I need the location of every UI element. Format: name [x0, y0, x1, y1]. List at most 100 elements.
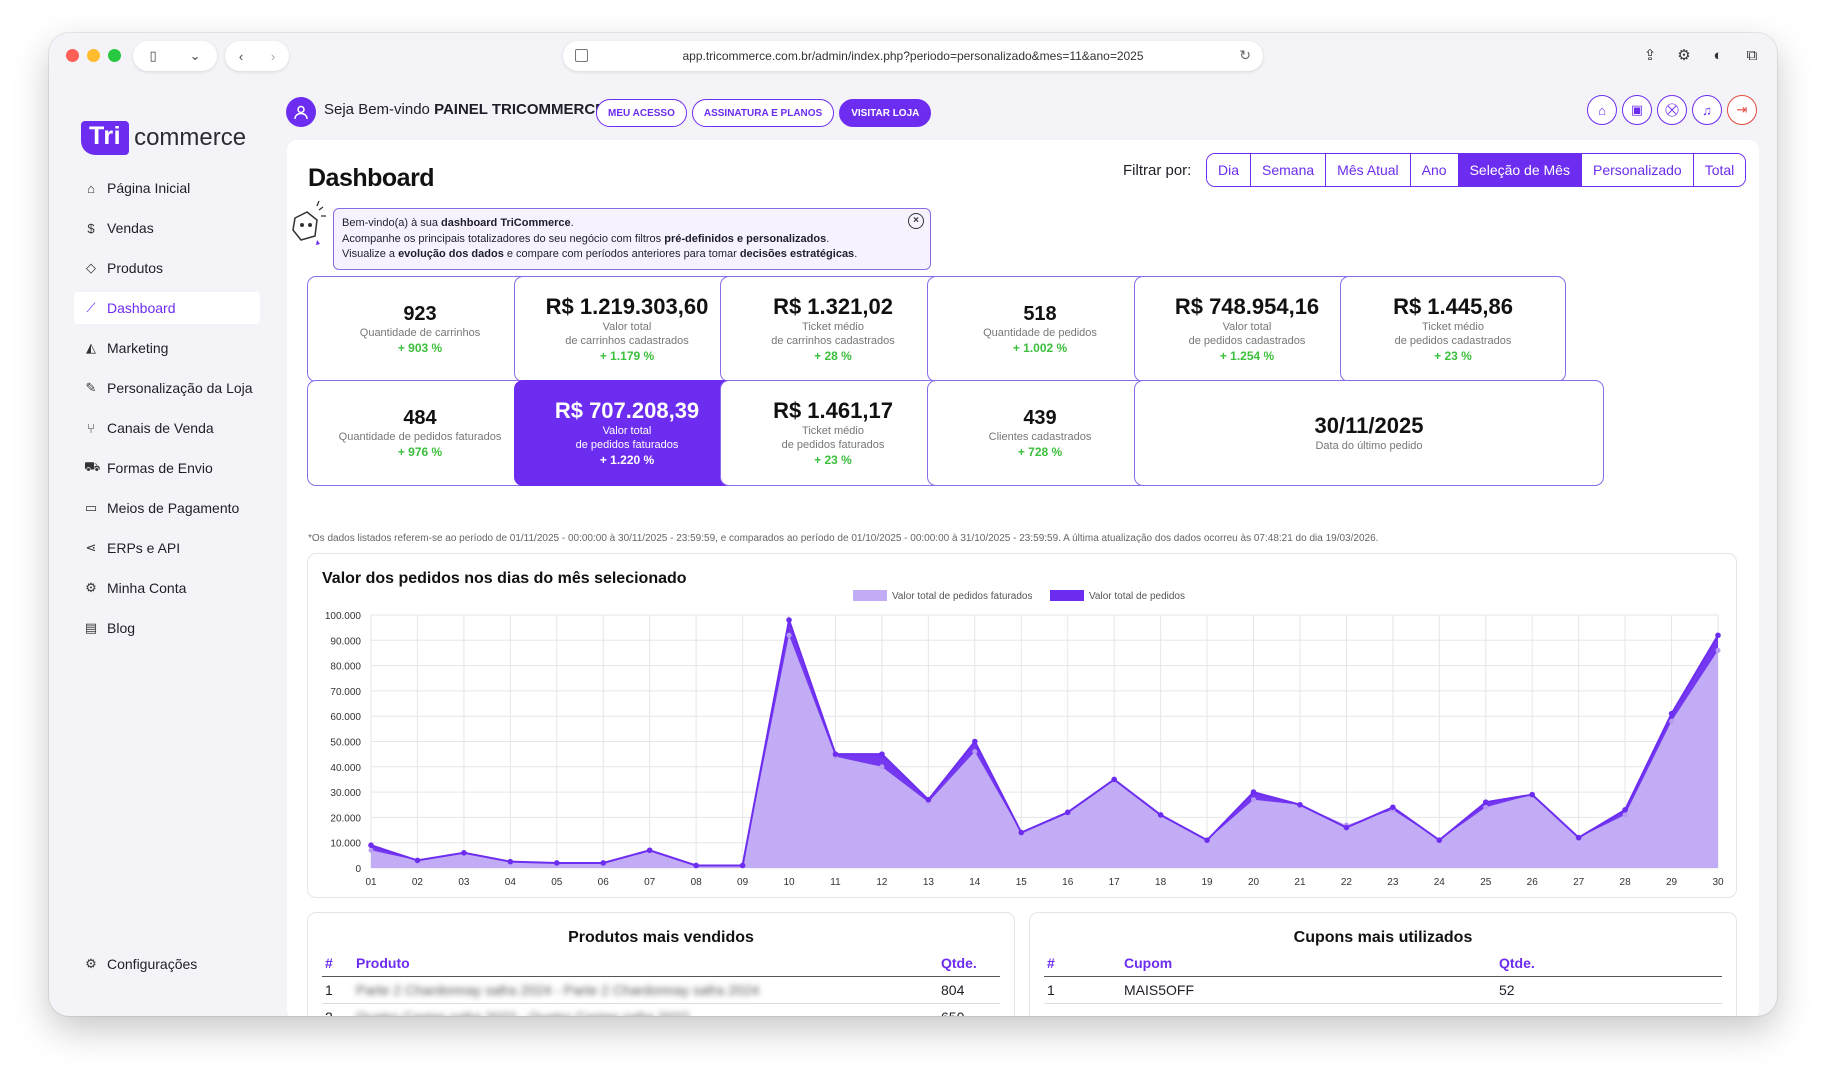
point-pedidos[interactable]	[1018, 829, 1025, 836]
back-icon[interactable]: ‹	[238, 48, 244, 64]
point-pedidos[interactable]	[693, 862, 699, 869]
filter-ano-button[interactable]: Ano	[1410, 154, 1459, 186]
window-controls	[66, 49, 121, 62]
point-pedidos[interactable]	[1668, 710, 1675, 717]
point-pedidos[interactable]	[1390, 804, 1396, 811]
sidebar-item-produtos[interactable]: ◇ Produtos	[74, 252, 260, 284]
point-faturados[interactable]	[1715, 647, 1721, 653]
sidebar-item-dashboard[interactable]: ⟋ Dashboard	[74, 292, 260, 324]
point-pedidos[interactable]	[1715, 632, 1721, 639]
sidebar-item-canais-de-venda[interactable]: ⑂ Canais de Venda	[74, 412, 260, 444]
point-pedidos[interactable]	[1575, 834, 1582, 841]
settings-icon[interactable]: ⚙	[1677, 47, 1691, 64]
table-row[interactable]: 2Quatro Castas safra 2022 - Quatro Casta…	[322, 1004, 1000, 1016]
visitar-loja-button[interactable]: VISITAR LOJA	[839, 99, 932, 127]
user-avatar[interactable]	[286, 97, 316, 127]
url-text: app.tricommerce.com.br/admin/index.php?p…	[682, 49, 1144, 63]
point-faturados[interactable]	[1251, 797, 1257, 803]
sidebar-item-vendas[interactable]: $ Vendas	[74, 212, 260, 244]
sidebar-item-personalizacao-da-loja[interactable]: ✎ Personalização da Loja	[74, 372, 260, 404]
sidebar-item-blog[interactable]: ▤ Blog	[74, 612, 260, 644]
point-pedidos[interactable]	[925, 796, 932, 803]
bell-icon[interactable]: ♫	[1692, 95, 1722, 125]
point-pedidos[interactable]	[507, 858, 514, 865]
point-pedidos[interactable]	[832, 751, 839, 757]
kpi-value: R$ 707.208,39	[554, 398, 700, 423]
point-faturados[interactable]	[972, 749, 978, 755]
col-qty: Qtde.	[941, 955, 977, 971]
address-bar[interactable]: app.tricommerce.com.br/admin/index.php?p…	[563, 41, 1263, 71]
point-pedidos[interactable]	[1111, 776, 1117, 783]
kpi-value: 923	[403, 302, 437, 325]
point-pedidos[interactable]	[1297, 801, 1303, 808]
sidebar-item-minha-conta[interactable]: ⚙ Minha Conta	[74, 572, 260, 604]
filter-personalizado-button[interactable]: Personalizado	[1581, 154, 1694, 186]
point-pedidos[interactable]	[1482, 799, 1489, 806]
x-tick-label: 26	[1527, 877, 1539, 888]
y-tick-label: 60.000	[330, 712, 361, 723]
reload-icon[interactable]: ↻	[1239, 47, 1251, 63]
table-row[interactable]: 1 MAIS5OFF 52	[1044, 977, 1722, 1004]
filter-selecao-de-mes-button[interactable]: Seleção de Mês	[1458, 154, 1582, 186]
table-row[interactable]: 1 Parte 2 Chardonnay safra 2024 - Parte 2…	[322, 977, 1000, 1004]
point-pedidos[interactable]	[646, 847, 653, 854]
point-pedidos[interactable]	[1622, 807, 1628, 813]
close-icon[interactable]: ×	[908, 213, 924, 229]
point-pedidos[interactable]	[600, 860, 607, 866]
sidebar-item-formas-de-envio[interactable]: ⛟ Formas de Envio	[74, 452, 260, 484]
orders-value-chart-card: 0 10.000 20.000 30.000 40.000 50.000 60.000 70.…	[307, 553, 1737, 898]
forward-icon[interactable]: ›	[270, 48, 276, 64]
credit-card-icon: ▭	[84, 500, 98, 515]
point-pedidos[interactable]	[1343, 824, 1350, 831]
point-faturados[interactable]	[786, 632, 792, 638]
point-pedidos[interactable]	[368, 842, 374, 849]
welcome-prefix: Seja Bem-vindo	[324, 101, 430, 118]
sidebar-item-pagina-inicial[interactable]: ⌂ Página Inicial	[74, 172, 260, 204]
point-faturados[interactable]	[368, 847, 374, 853]
tabs-overview-icon[interactable]: ⧉	[1746, 46, 1758, 64]
sidebar-item-configuracoes[interactable]: ⚙ Configurações	[74, 948, 260, 980]
point-faturados[interactable]	[1669, 718, 1675, 724]
point-pedidos[interactable]	[739, 862, 746, 869]
brush-icon: ✎	[85, 380, 97, 395]
point-faturados[interactable]	[1622, 812, 1628, 818]
point-pedidos[interactable]	[1250, 789, 1257, 795]
point-pedidos[interactable]	[1436, 837, 1443, 843]
point-pedidos[interactable]	[1064, 809, 1071, 816]
logout-icon[interactable]: ⇥	[1727, 95, 1757, 125]
row-index: 2	[322, 1009, 356, 1016]
point-pedidos[interactable]	[1529, 791, 1536, 798]
zoom-window-button[interactable]	[108, 49, 121, 62]
filter-dia-button[interactable]: Dia	[1207, 154, 1252, 186]
kpi-card: 30/11/2025 Data do último pedido	[1134, 380, 1604, 486]
cart-icon[interactable]: ⛒	[1657, 95, 1687, 125]
close-window-button[interactable]	[66, 49, 79, 62]
sidebar-toggle-button[interactable]: ▯ ⌄	[133, 41, 217, 71]
filter-total-button[interactable]: Total	[1693, 154, 1746, 186]
minimize-window-button[interactable]	[87, 49, 100, 62]
kpi-sublabel: de pedidos faturados	[575, 439, 679, 451]
assinatura-planos-button[interactable]: ASSINATURA E PLANOS	[691, 99, 835, 127]
point-pedidos[interactable]	[1157, 812, 1164, 818]
point-pedidos[interactable]	[972, 738, 978, 745]
meu-acesso-button[interactable]: MEU ACESSO	[596, 99, 687, 127]
point-pedidos[interactable]	[553, 860, 560, 866]
contrast-icon[interactable]: ◐	[1713, 46, 1723, 64]
share-icon[interactable]: ⇪	[1643, 47, 1657, 64]
filter-semana-button[interactable]: Semana	[1251, 154, 1327, 186]
point-pedidos[interactable]	[461, 850, 467, 856]
point-pedidos[interactable]	[879, 751, 885, 757]
sidebar-item-erps-e-api[interactable]: ⋖ ERPs e API	[74, 532, 260, 564]
tricommerce-logo[interactable]: Tri commerce	[81, 121, 246, 155]
home-icon[interactable]: ⌂	[1587, 95, 1617, 125]
point-faturados[interactable]	[1483, 804, 1489, 810]
shopping-bag-icon[interactable]: ▣	[1622, 95, 1652, 125]
point-pedidos[interactable]	[786, 617, 792, 623]
filter-mes-atual-button[interactable]: Mês Atual	[1326, 154, 1411, 186]
point-faturados[interactable]	[879, 764, 885, 770]
site-info-icon[interactable]	[575, 49, 588, 62]
sidebar-item-marketing[interactable]: ◭ Marketing	[74, 332, 260, 364]
point-pedidos[interactable]	[414, 857, 421, 864]
sidebar-item-meios-de-pagamento[interactable]: ▭ Meios de Pagamento	[74, 492, 260, 524]
point-pedidos[interactable]	[1204, 837, 1210, 843]
